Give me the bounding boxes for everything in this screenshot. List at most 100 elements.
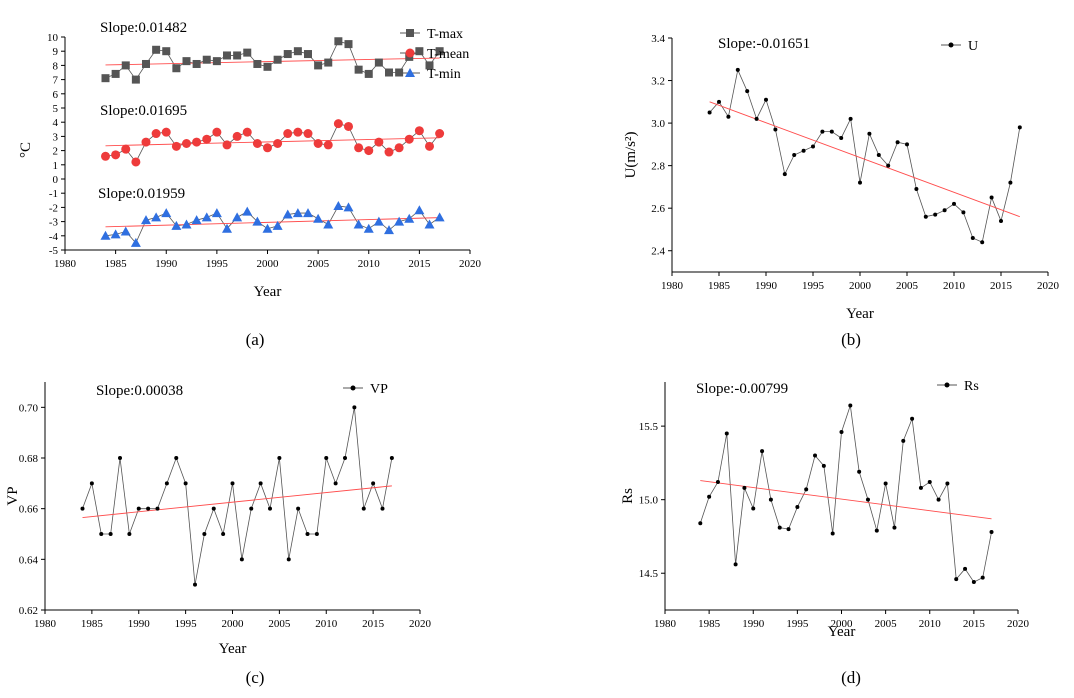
y-tick-label: 15.5 bbox=[639, 421, 659, 433]
vp-data-point bbox=[239, 557, 244, 562]
t-mean-data-point bbox=[404, 134, 414, 144]
t-max-data-point bbox=[273, 55, 282, 64]
t-mean-trend-line bbox=[105, 137, 440, 147]
vp-trend-line bbox=[82, 485, 392, 518]
u-data-point bbox=[970, 235, 975, 240]
t-min-data-point bbox=[100, 230, 111, 240]
rs-data-point bbox=[980, 575, 985, 580]
t-max-data-point bbox=[131, 75, 140, 84]
legend-label-vp: VP bbox=[370, 382, 388, 397]
x-tick-label: 1980 bbox=[661, 280, 684, 292]
t-min-data-point bbox=[282, 209, 293, 219]
t-mean-data-point bbox=[171, 141, 181, 151]
rs-series-line bbox=[699, 405, 992, 583]
u-data-point bbox=[726, 114, 731, 119]
t-min-data-point bbox=[232, 212, 243, 222]
vp-data-point bbox=[314, 532, 319, 536]
t-min-data-point bbox=[151, 212, 162, 222]
rs-data-point bbox=[857, 469, 862, 474]
t-max-data-point bbox=[233, 51, 242, 60]
x-tick-label: 1995 bbox=[802, 280, 825, 292]
t-mean-data-point bbox=[374, 137, 384, 147]
legend-marker-vp bbox=[350, 385, 356, 391]
vp-data-point bbox=[164, 481, 169, 486]
t-max-data-point bbox=[243, 48, 252, 57]
slope-label-tmean: Slope:0.01695 bbox=[100, 103, 187, 119]
panel-c-chart: 1980 1985 1990 1995 2000 2005 2010 2015 2020 0.62… bbox=[5, 382, 432, 687]
vp-data-point bbox=[174, 456, 179, 460]
t-mean-series-line bbox=[105, 123, 440, 163]
panel-label-d: (d) bbox=[841, 668, 861, 687]
vp-data-point bbox=[89, 481, 94, 486]
t-max-data-point bbox=[374, 58, 383, 67]
t-max-data-point bbox=[283, 50, 292, 59]
x-tick-label: 1985 bbox=[105, 258, 128, 270]
y-tick-label: 7 bbox=[53, 75, 59, 87]
u-data-point bbox=[735, 67, 740, 72]
t-mean-data-point bbox=[252, 139, 262, 148]
rs-data-point bbox=[848, 403, 853, 408]
t-mean-data-point bbox=[354, 143, 364, 153]
y-axis-title: VP bbox=[5, 486, 21, 505]
t-mean-data-point bbox=[121, 144, 131, 154]
vp-data-point bbox=[249, 506, 254, 511]
rs-data-point bbox=[751, 506, 756, 511]
y-axis-title: Rs bbox=[620, 488, 636, 504]
t-max-data-point bbox=[142, 59, 150, 68]
t-mean-data-point bbox=[111, 150, 121, 160]
rs-data-point bbox=[777, 525, 782, 530]
vp-data-point bbox=[211, 506, 216, 511]
rs-data-point bbox=[795, 505, 800, 510]
t-mean-data-point bbox=[283, 129, 293, 139]
t-min-data-point bbox=[181, 219, 192, 229]
u-data-point bbox=[717, 99, 721, 104]
slope-label: Slope:-0.01651 bbox=[718, 36, 810, 52]
x-tick-label: 2020 bbox=[459, 258, 482, 270]
t-max-data-point bbox=[152, 45, 161, 54]
t-min-data-point bbox=[242, 206, 253, 216]
t-max-data-point bbox=[435, 47, 444, 56]
t-max-data-point bbox=[182, 57, 191, 66]
rs-data-point bbox=[971, 580, 976, 585]
t-max-data-point bbox=[395, 68, 404, 77]
x-tick-label: 2005 bbox=[896, 280, 919, 292]
y-tick-label: 0.62 bbox=[19, 605, 38, 617]
t-max-data-point bbox=[314, 61, 323, 70]
x-tick-label: 1995 bbox=[175, 618, 198, 630]
x-tick-label: 1980 bbox=[54, 258, 77, 270]
u-data-point bbox=[980, 240, 985, 245]
legend-label-t-min: T-min bbox=[427, 67, 461, 82]
t-min-data-point bbox=[303, 208, 313, 218]
t-mean-data-point bbox=[333, 119, 343, 129]
u-data-point bbox=[876, 153, 881, 157]
y-tick-label: -2 bbox=[49, 202, 58, 214]
t-mean-data-point bbox=[232, 131, 242, 141]
y-tick-label: 4 bbox=[53, 117, 59, 129]
x-tick-label: 1990 bbox=[155, 258, 178, 270]
t-min-data-point bbox=[191, 215, 202, 225]
u-data-point bbox=[811, 144, 815, 149]
vp-series-line bbox=[82, 407, 393, 585]
t-min-data-point bbox=[211, 208, 222, 218]
t-min-data-point bbox=[343, 202, 354, 212]
x-tick-label: 1985 bbox=[708, 280, 731, 292]
t-max-data-point bbox=[385, 68, 393, 77]
x-tick-label: 2020 bbox=[1007, 618, 1030, 630]
u-data-point bbox=[961, 210, 966, 215]
y-tick-label: -5 bbox=[49, 245, 59, 257]
u-data-point bbox=[914, 187, 919, 192]
vp-data-point bbox=[108, 532, 113, 536]
y-axis-title: °C bbox=[18, 142, 34, 158]
rs-data-point bbox=[724, 431, 729, 436]
x-tick-label: 2010 bbox=[943, 280, 966, 292]
vp-data-point bbox=[380, 506, 385, 511]
rs-data-point bbox=[707, 494, 712, 499]
t-min-data-point bbox=[404, 213, 415, 223]
x-tick-label: 1990 bbox=[755, 280, 778, 292]
panel-d-chart: 1980 1985 1990 1995 2000 2005 2010 2015 2020 14.5… bbox=[620, 379, 1030, 687]
x-tick-label: 1980 bbox=[654, 618, 677, 630]
t-min-data-point bbox=[333, 200, 344, 210]
rs-data-point bbox=[901, 438, 906, 443]
vp-data-point bbox=[136, 506, 141, 511]
t-max-data-point bbox=[202, 55, 211, 64]
